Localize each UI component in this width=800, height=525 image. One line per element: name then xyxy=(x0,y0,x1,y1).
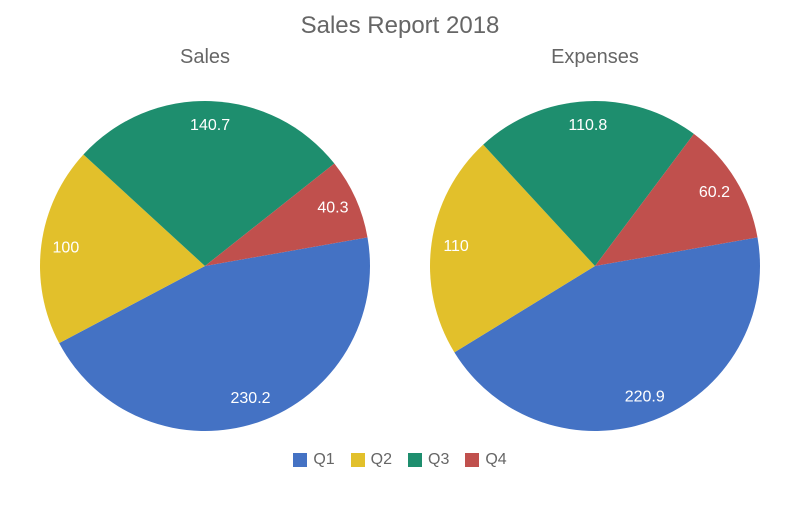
legend-label: Q4 xyxy=(485,451,506,469)
legend-label: Q3 xyxy=(428,451,449,469)
legend-swatch xyxy=(293,453,307,467)
legend-item: Q3 xyxy=(408,451,449,469)
sales-report-chart: Sales Report 2018 Sales 230.2 100 140.7 40.… xyxy=(0,0,800,525)
pie-slice-label: 40.3 xyxy=(317,200,348,217)
pie-title-expenses: Expenses xyxy=(551,46,639,69)
pie-chart-expenses: 220.9 110 110.8 60.2 xyxy=(430,71,760,441)
pie-slice-label: 220.9 xyxy=(625,388,665,405)
pie-panel-sales: Sales 230.2 100 140.7 40.3 xyxy=(40,46,370,441)
pie-slice-label: 140.7 xyxy=(190,117,230,134)
pie-slice-label: 60.2 xyxy=(699,184,730,201)
legend-swatch xyxy=(351,453,365,467)
pie-slice-label: 230.2 xyxy=(231,390,271,407)
pie-chart-sales: 230.2 100 140.7 40.3 xyxy=(40,71,370,441)
legend-item: Q2 xyxy=(351,451,392,469)
legend-label: Q2 xyxy=(371,451,392,469)
legend-swatch xyxy=(465,453,479,467)
pie-slice-label: 110.8 xyxy=(568,117,607,134)
pie-panel-expenses: Expenses 220.9 110 110.8 60.2 xyxy=(430,46,760,441)
legend-label: Q1 xyxy=(313,451,334,469)
pie-title-sales: Sales xyxy=(180,46,230,69)
pie-slice-label: 110 xyxy=(443,238,469,255)
legend-item: Q1 xyxy=(293,451,334,469)
chart-main-title: Sales Report 2018 xyxy=(0,0,800,46)
chart-legend: Q1 Q2 Q3 Q4 xyxy=(0,451,800,469)
pie-slice-label: 100 xyxy=(53,239,80,256)
pies-row: Sales 230.2 100 140.7 40.3 Expenses 220.9 11… xyxy=(0,46,800,441)
legend-item: Q4 xyxy=(465,451,506,469)
legend-swatch xyxy=(408,453,422,467)
